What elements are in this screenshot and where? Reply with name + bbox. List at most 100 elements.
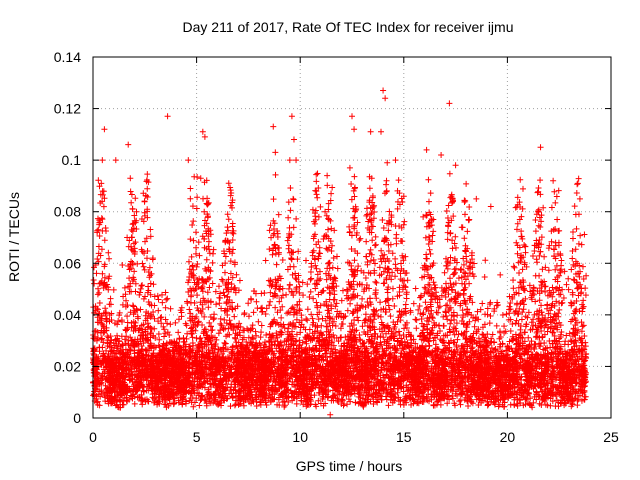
data-point	[387, 313, 394, 320]
data-point	[413, 325, 420, 332]
data-point	[510, 277, 517, 284]
data-point	[332, 323, 339, 330]
data-point	[267, 298, 274, 305]
data-point	[570, 276, 577, 283]
data-point	[344, 307, 351, 314]
data-point	[129, 234, 136, 241]
data-point	[350, 286, 357, 293]
data-point	[310, 247, 317, 254]
data-point	[510, 285, 517, 292]
data-point	[110, 286, 117, 293]
data-point	[317, 275, 324, 282]
data-point	[313, 171, 320, 178]
data-point	[372, 233, 379, 240]
data-point	[479, 300, 486, 307]
data-point	[105, 249, 112, 256]
data-point	[122, 291, 129, 298]
data-point	[175, 316, 182, 323]
data-point	[443, 313, 450, 320]
data-point	[421, 284, 428, 291]
data-point	[547, 307, 554, 314]
data-point	[578, 319, 585, 326]
data-point	[296, 337, 303, 344]
data-point	[562, 400, 569, 407]
data-point	[308, 263, 315, 270]
data-point	[458, 274, 465, 281]
data-point	[209, 280, 216, 287]
data-point	[351, 173, 358, 180]
data-point	[429, 232, 436, 239]
data-point	[201, 208, 208, 215]
data-point	[580, 322, 587, 329]
data-point	[553, 193, 560, 200]
data-point	[349, 362, 356, 369]
data-point	[412, 316, 419, 323]
data-point	[394, 337, 401, 344]
data-point	[532, 228, 539, 235]
data-point	[195, 318, 202, 325]
data-point	[93, 270, 100, 277]
data-point	[302, 257, 309, 264]
data-point	[442, 293, 449, 300]
data-point	[542, 264, 549, 271]
data-point	[396, 328, 403, 335]
data-point	[373, 279, 380, 286]
data-point	[296, 307, 303, 314]
data-point	[515, 320, 522, 327]
data-point	[425, 176, 432, 183]
data-point	[128, 258, 135, 265]
data-point	[146, 264, 153, 271]
data-point	[412, 340, 419, 347]
data-point	[565, 286, 572, 293]
data-point	[147, 280, 154, 287]
data-point	[155, 331, 162, 338]
data-point	[462, 248, 469, 255]
data-point	[565, 275, 572, 282]
data-point	[534, 259, 541, 266]
data-point	[335, 338, 342, 345]
data-point	[201, 235, 208, 242]
data-point	[218, 322, 225, 329]
data-point	[175, 329, 182, 336]
data-point	[126, 266, 133, 273]
data-point	[518, 228, 525, 235]
data-point	[164, 329, 171, 336]
data-point	[315, 213, 322, 220]
data-point	[323, 328, 330, 335]
data-point	[158, 314, 165, 321]
data-point	[190, 403, 197, 410]
data-point	[453, 320, 460, 327]
data-point	[392, 329, 399, 336]
data-point	[335, 398, 342, 405]
data-point	[365, 218, 372, 225]
data-point	[392, 273, 399, 280]
data-point	[123, 327, 130, 334]
data-point	[132, 239, 139, 246]
data-point	[167, 305, 174, 312]
data-point	[444, 316, 451, 323]
data-point	[436, 303, 443, 310]
data-point	[285, 309, 292, 316]
data-point	[475, 335, 482, 342]
data-point	[545, 267, 552, 274]
data-point	[373, 295, 380, 302]
data-point	[253, 332, 260, 339]
data-point	[397, 260, 404, 267]
data-point	[466, 204, 473, 211]
data-point	[348, 246, 355, 253]
data-point	[266, 246, 273, 253]
data-point	[351, 185, 358, 192]
data-point	[151, 302, 158, 309]
data-point	[132, 195, 139, 202]
data-point	[94, 334, 101, 341]
data-point	[287, 207, 294, 214]
data-point	[240, 327, 247, 334]
data-point	[537, 224, 544, 231]
data-point	[312, 187, 319, 194]
data-point	[266, 227, 273, 234]
data-point	[303, 315, 310, 322]
data-point	[451, 270, 458, 277]
data-point	[460, 261, 467, 268]
data-point	[223, 395, 230, 402]
data-point	[427, 250, 434, 257]
